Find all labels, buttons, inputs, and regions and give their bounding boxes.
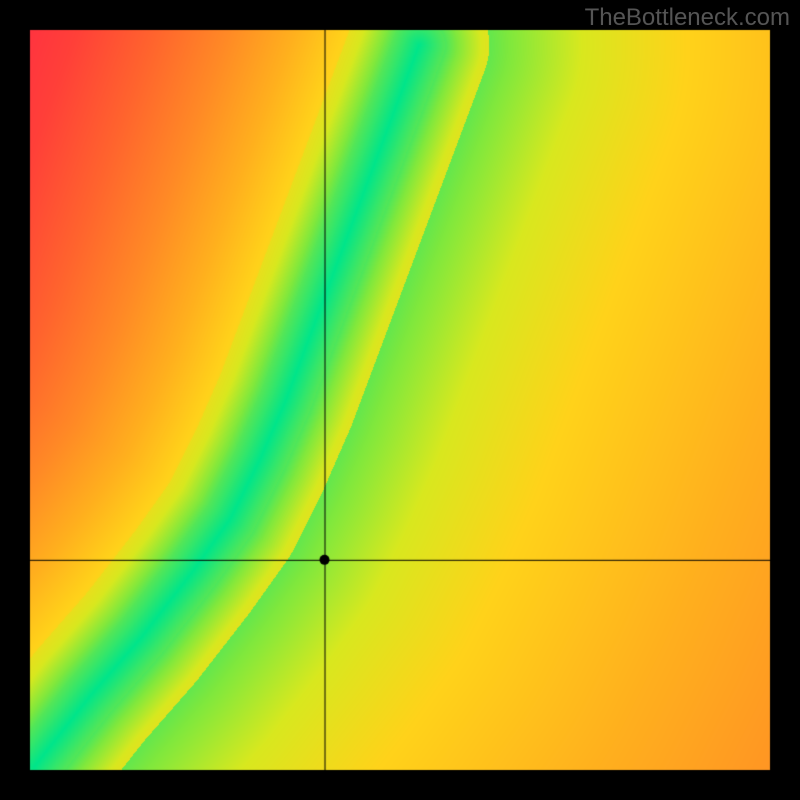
heatmap-canvas bbox=[0, 0, 800, 800]
watermark-text: TheBottleneck.com bbox=[585, 4, 790, 32]
chart-container: TheBottleneck.com bbox=[0, 0, 800, 800]
